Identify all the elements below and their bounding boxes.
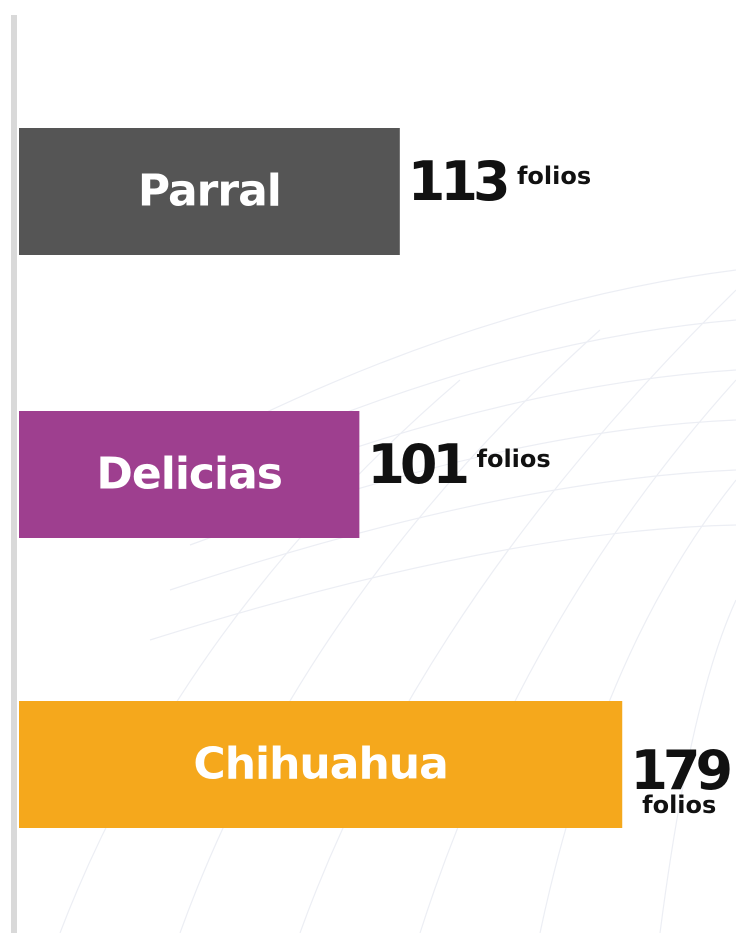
category-label: Chihuahua <box>193 739 447 790</box>
bar <box>19 411 360 538</box>
bar <box>19 128 400 255</box>
value-label: 179 <box>630 739 730 802</box>
value-label: 113 <box>408 150 507 213</box>
axis-line <box>11 15 17 933</box>
unit-label: folios <box>517 162 591 190</box>
category-label: Delicias <box>96 449 282 500</box>
unit-label: folios <box>642 791 716 819</box>
unit-label: folios <box>477 445 551 473</box>
category-label: Parral <box>138 166 281 217</box>
value-label: 101 <box>367 433 466 496</box>
bar <box>19 701 623 828</box>
